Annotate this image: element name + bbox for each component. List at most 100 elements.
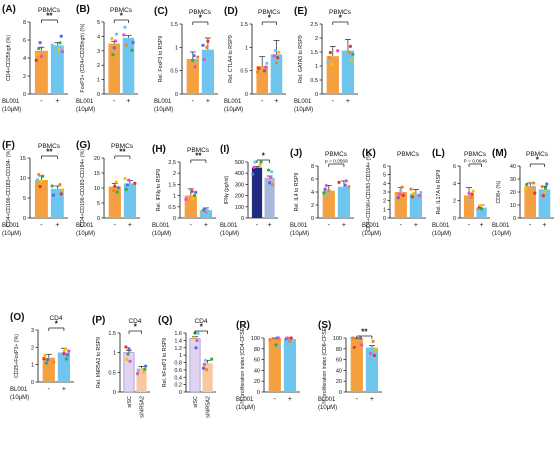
- data-point: [110, 37, 113, 40]
- data-point: [51, 43, 54, 46]
- data-point: [545, 182, 548, 185]
- bar: [284, 339, 296, 392]
- y-tick-label: 0.5: [108, 370, 116, 376]
- panel-label: (B): [76, 4, 90, 15]
- x-tick-label: +: [346, 98, 350, 105]
- sig-label: **: [46, 148, 53, 157]
- data-point: [256, 71, 259, 74]
- data-point: [532, 181, 535, 184]
- panel-label: (P): [92, 315, 105, 326]
- data-point: [412, 192, 415, 195]
- y-tick-label: 20: [94, 156, 100, 162]
- bar: [464, 195, 474, 218]
- data-point: [348, 51, 351, 54]
- data-point: [372, 340, 375, 343]
- y-axis-label: Rel. GATA3 to RSP9: [298, 35, 304, 83]
- x-tick-label: -: [261, 98, 264, 105]
- bar: [539, 189, 551, 218]
- data-point: [201, 44, 204, 47]
- x-tick-label: -: [356, 396, 359, 403]
- data-point: [196, 56, 199, 59]
- x-tick-label: -: [40, 98, 43, 105]
- y-axis-label: Rel. IL17A to RSP9: [436, 170, 442, 215]
- y-tick-label: 1.5: [170, 22, 178, 28]
- data-point: [468, 199, 471, 202]
- y-tick-label: 15: [94, 171, 100, 177]
- y-tick-label: 10: [94, 186, 100, 192]
- data-point: [205, 368, 208, 371]
- y-axis-label: CD25+FoxP3+ (%): [14, 334, 20, 378]
- panel-e: (E) PBMCs00.511.522.5Rel. GATA3 to RSP9- +…: [294, 6, 358, 113]
- data-point: [67, 349, 70, 352]
- y-tick-label: 0.6: [174, 368, 182, 374]
- y-tick-label: 200: [235, 194, 244, 200]
- x-group-label: BL001: [236, 397, 254, 403]
- x-group-label: BL001: [76, 99, 94, 105]
- x-group-label: BL001: [432, 223, 450, 229]
- data-point: [349, 45, 352, 48]
- x-group-label: BL001: [220, 223, 238, 229]
- y-tick-label: 1: [179, 353, 182, 359]
- data-point: [369, 352, 372, 355]
- y-tick-label: 2: [173, 171, 176, 177]
- data-point: [326, 193, 329, 196]
- y-tick-label: 0.8: [174, 361, 182, 367]
- data-point: [194, 65, 197, 68]
- panel-o: (O) CD4 0 1 2 3 CD25+FoxP3+ (%) - + BL001 (10μM) *: [10, 312, 74, 401]
- data-point: [115, 32, 118, 35]
- data-point: [278, 346, 281, 349]
- data-point: [277, 51, 280, 54]
- data-point: [61, 188, 64, 191]
- data-point: [126, 183, 129, 186]
- data-point: [124, 345, 127, 348]
- data-point: [350, 59, 353, 62]
- data-point: [409, 188, 412, 191]
- y-tick-label: 10: [510, 203, 516, 209]
- sig-label: p = 0.0568: [325, 159, 348, 165]
- data-point: [35, 59, 38, 62]
- panel-label: (D): [224, 6, 238, 17]
- panel-s: (S) 0 20 40 60 80 100 % proliferation index (CD…: [318, 320, 382, 411]
- data-point: [204, 52, 207, 55]
- data-point: [193, 194, 196, 197]
- y-tick-label: 20: [254, 379, 260, 385]
- data-point: [192, 197, 195, 200]
- x-tick-label: +: [204, 222, 208, 229]
- x-group-label: BL001: [294, 99, 312, 105]
- data-point: [277, 336, 280, 339]
- data-point: [133, 182, 136, 185]
- x-group-unit: (10μM): [76, 231, 95, 237]
- y-tick-label: 0.2: [174, 383, 182, 389]
- panel-q: (Q) CD400.20.40.60.811.21.41.6Rel. hFoxP3…: [158, 315, 216, 418]
- y-tick-label: 0: [453, 216, 456, 222]
- panel-m: (M) PBMCs010203040CD8+ (%)- +BL001(10μM)*: [492, 148, 554, 237]
- y-tick-label: 2: [383, 199, 386, 205]
- data-point: [123, 26, 126, 29]
- data-point: [398, 193, 401, 196]
- data-point: [269, 176, 272, 179]
- y-axis-label: CD4+CD196+CD183-CD194+ (%): [366, 152, 372, 231]
- data-point: [52, 194, 55, 197]
- y-tick-label: 300: [235, 182, 244, 188]
- y-tick-label: 80: [254, 347, 260, 353]
- y-tick-label: 40: [510, 164, 516, 170]
- data-point: [39, 185, 42, 188]
- data-point: [44, 354, 47, 357]
- data-point: [127, 347, 130, 350]
- data-point: [399, 189, 402, 192]
- data-point: [112, 189, 115, 192]
- y-tick-label: 15: [20, 156, 26, 162]
- x-tick-label: -: [256, 222, 259, 229]
- data-point: [194, 191, 197, 194]
- data-point: [113, 185, 116, 188]
- x-tick-label: -: [40, 222, 43, 229]
- y-axis-label: % proliferation index (CD8-CFSE): [322, 326, 328, 404]
- y-tick-label: 1.4: [174, 338, 182, 344]
- y-tick-label: 6: [23, 38, 26, 44]
- panel-label: (L): [432, 148, 445, 159]
- y-tick-label: 1: [175, 45, 178, 51]
- sig-label: **: [119, 148, 126, 157]
- data-point: [287, 347, 290, 350]
- x-tick-label: +: [342, 222, 346, 229]
- x-group-label: BL001: [318, 397, 336, 403]
